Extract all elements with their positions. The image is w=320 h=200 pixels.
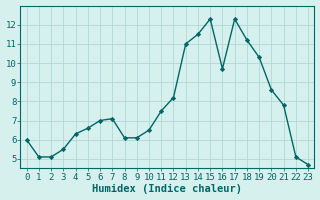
X-axis label: Humidex (Indice chaleur): Humidex (Indice chaleur) [92, 184, 242, 194]
